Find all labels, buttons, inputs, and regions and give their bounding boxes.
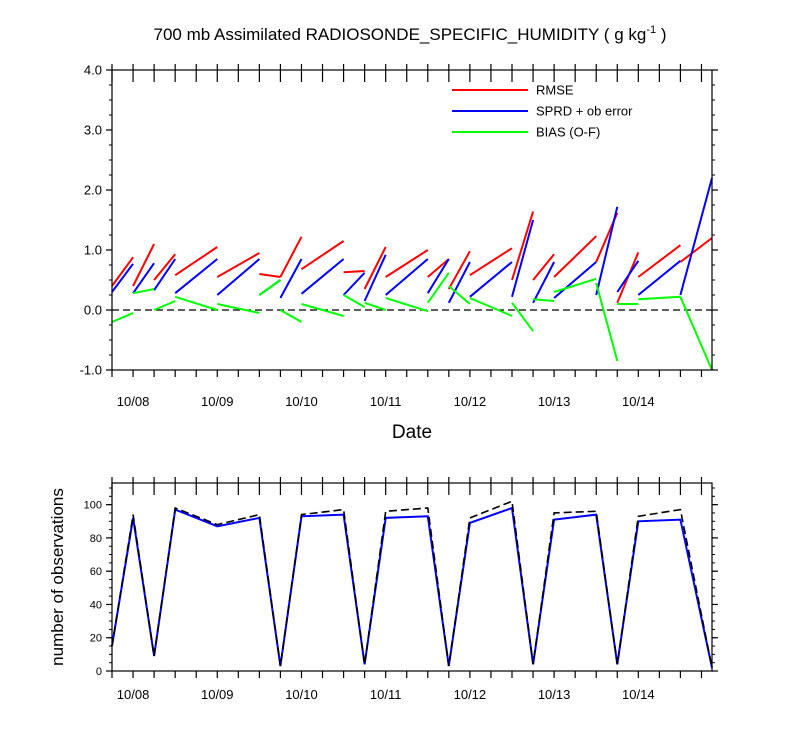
- top-xtick-label: 10/10: [285, 394, 318, 409]
- bottom-series-observations-possible: [111, 500, 713, 668]
- bottom-plot-frame: [111, 482, 713, 672]
- bottom-ytick-label: 60: [90, 566, 102, 578]
- y-axis-label: number of observations: [48, 488, 67, 666]
- top-xtick-label: 10/09: [201, 394, 234, 409]
- legend-label: BIAS (O-F): [536, 125, 600, 140]
- top-series-bias-o-f: [111, 272, 713, 371]
- chart-title: 700 mb Assimilated RADIOSONDE_SPECIFIC_H…: [154, 24, 667, 44]
- bottom-xtick-label: 10/13: [538, 687, 571, 702]
- bottom-ticks: 0 20 40 60 80 100 10/08 10/09 10/10 10/11 10/12 10/…: [84, 477, 718, 702]
- top-ytick-label: 2.0: [84, 183, 102, 198]
- legend: RMSE SPRD + ob error BIAS (O-F): [452, 83, 633, 140]
- top-ytick-label: 0.0: [84, 303, 102, 318]
- bottom-xtick-label: 10/08: [117, 687, 150, 702]
- top-xtick-label: 10/11: [370, 394, 402, 409]
- top-xtick-label: 10/14: [622, 394, 655, 409]
- bottom-series-observations-used: [111, 506, 713, 668]
- top-series-rmse: [111, 211, 713, 304]
- bottom-series-group: [111, 500, 713, 668]
- x-axis-label: Date: [392, 422, 432, 443]
- bottom-panel: 0 20 40 60 80 100 10/08 10/09 10/10 10/11 10/12 10/…: [48, 477, 718, 702]
- top-ytick-label: -1.0: [80, 363, 102, 378]
- top-ticks: -1.0 0.0 1.0 2.0 3.0 4.0 10/08 10/09 10/10 10/11 1…: [80, 63, 718, 409]
- top-xtick-label: 10/12: [454, 394, 487, 409]
- bottom-xtick-label: 10/14: [622, 687, 655, 702]
- top-xtick-label: 10/13: [538, 394, 571, 409]
- legend-label: RMSE: [536, 83, 574, 98]
- bottom-xtick-label: 10/11: [370, 687, 402, 702]
- top-ytick-label: 4.0: [84, 63, 102, 78]
- bottom-ytick-label: 80: [90, 533, 102, 545]
- bottom-ytick-label: 20: [90, 633, 102, 645]
- top-panel: -1.0 0.0 1.0 2.0 3.0 4.0 10/08 10/09 10/10 10/11 1…: [80, 63, 718, 443]
- top-series-sprd-ob-error: [111, 177, 713, 304]
- top-ytick-label: 1.0: [84, 243, 102, 258]
- top-xtick-label: 10/08: [117, 394, 150, 409]
- top-series-group: [111, 177, 713, 371]
- bottom-xtick-label: 10/10: [285, 687, 318, 702]
- bottom-xtick-label: 10/09: [201, 687, 234, 702]
- top-ytick-label: 3.0: [84, 123, 102, 138]
- bottom-ytick-label: 0: [96, 666, 102, 678]
- bottom-ytick-label: 100: [84, 499, 102, 511]
- bottom-ytick-label: 40: [90, 599, 102, 611]
- bottom-xtick-label: 10/12: [454, 687, 487, 702]
- legend-label: SPRD + ob error: [536, 104, 633, 119]
